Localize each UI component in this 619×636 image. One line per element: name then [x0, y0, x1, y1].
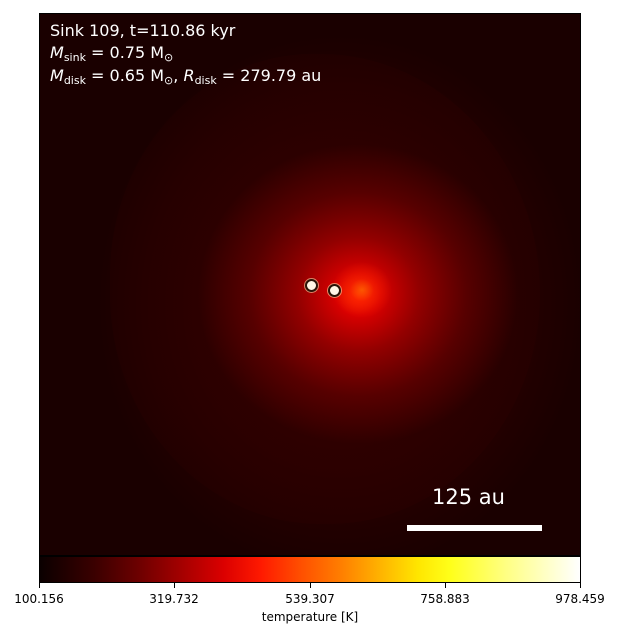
colorbar-tick-3: [445, 583, 446, 588]
disk-mass-symbol: M: [50, 66, 64, 85]
disk-props-label: Mdisk = 0.65 M⊙, Rdisk = 279.79 au: [50, 65, 321, 92]
sink-mass-unit-sub: ⊙: [164, 51, 174, 64]
disk-sep: ,: [173, 66, 184, 85]
colorbar-ticklabel-2: 539.307: [285, 592, 335, 606]
sink-marker-b: [328, 284, 341, 297]
sink-title: Sink 109, t=110.86 kyr: [50, 20, 235, 42]
sink-marker-a: [305, 279, 318, 292]
colorbar-ticklabel-1: 319.732: [149, 592, 199, 606]
colorbar-label: temperature [K]: [261, 610, 359, 624]
sink-mass-label: Msink = 0.75 M⊙: [50, 42, 173, 69]
disk-mass-value: = 0.65 M: [85, 66, 165, 85]
temperature-map: Sink 109, t=110.86 kyr Msink = 0.75 M⊙ M…: [39, 13, 581, 556]
sink-mass-sub: sink: [63, 51, 86, 64]
colorbar-tick-2: [310, 583, 311, 588]
colorbar: [39, 556, 581, 583]
colorbar-tick-0: [39, 583, 40, 588]
disk-halo: [110, 54, 540, 524]
disk-mass-unit-sub: ⊙: [164, 74, 174, 87]
scale-bar-label: 125 au: [432, 485, 505, 509]
sink-mass-symbol: M: [50, 43, 64, 62]
disk-mass-sub: disk: [63, 74, 86, 87]
colorbar-ticklabel-3: 758.883: [420, 592, 470, 606]
colorbar-ticklabel-0: 100.156: [14, 592, 64, 606]
colorbar-tick-1: [174, 583, 175, 588]
colorbar-ticklabel-4: 978.459: [555, 592, 605, 606]
scale-bar: [407, 525, 542, 531]
disk-radius-sub: disk: [194, 74, 217, 87]
disk-radius-value: = 279.79 au: [216, 66, 322, 85]
sink-mass-value: = 0.75 M: [85, 43, 165, 62]
colorbar-tick-4: [580, 583, 581, 588]
disk-radius-symbol: R: [183, 66, 195, 85]
sink-title-text: Sink 109, t=110.86 kyr: [50, 21, 236, 40]
